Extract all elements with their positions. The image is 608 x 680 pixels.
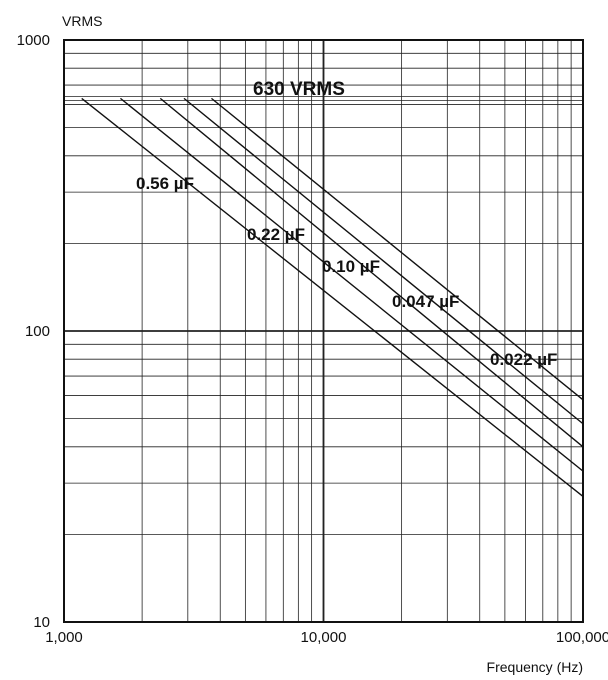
- x-tick-label: 10,000: [301, 629, 347, 646]
- x-tick-label: 1,000: [45, 629, 83, 646]
- x-axis-label: Frequency (Hz): [487, 659, 583, 675]
- y-tick-label: 100: [25, 323, 50, 340]
- series-line: [81, 97, 584, 498]
- y-tick-label: 1000: [17, 32, 50, 49]
- y-tick-label: 10: [33, 614, 50, 631]
- x-tick-label: 100,000: [556, 629, 608, 646]
- series-lines: [81, 97, 584, 498]
- series-line: [159, 97, 584, 448]
- series-line: [211, 97, 584, 401]
- series-label: 0.56 µF: [136, 174, 194, 193]
- series-label: 0.10 µF: [322, 257, 380, 276]
- series-label: 0.022 µF: [490, 350, 557, 369]
- tick-labels: 1,000 10,000 100,000 10 100 1000: [17, 32, 608, 646]
- y-axis-label: VRMS: [62, 13, 102, 29]
- series-labels: 0.56 µF 0.22 µF 0.10 µF 0.047 µF 0.022 µF: [136, 174, 557, 369]
- plot-frame: [63, 39, 584, 623]
- series-line: [119, 97, 584, 472]
- series-line: [183, 97, 584, 425]
- series-label: 0.047 µF: [392, 292, 459, 311]
- grid-lines: [63, 39, 584, 623]
- annotation-630-vrms: 630 VRMS: [253, 79, 345, 100]
- series-label: 0.22 µF: [247, 225, 305, 244]
